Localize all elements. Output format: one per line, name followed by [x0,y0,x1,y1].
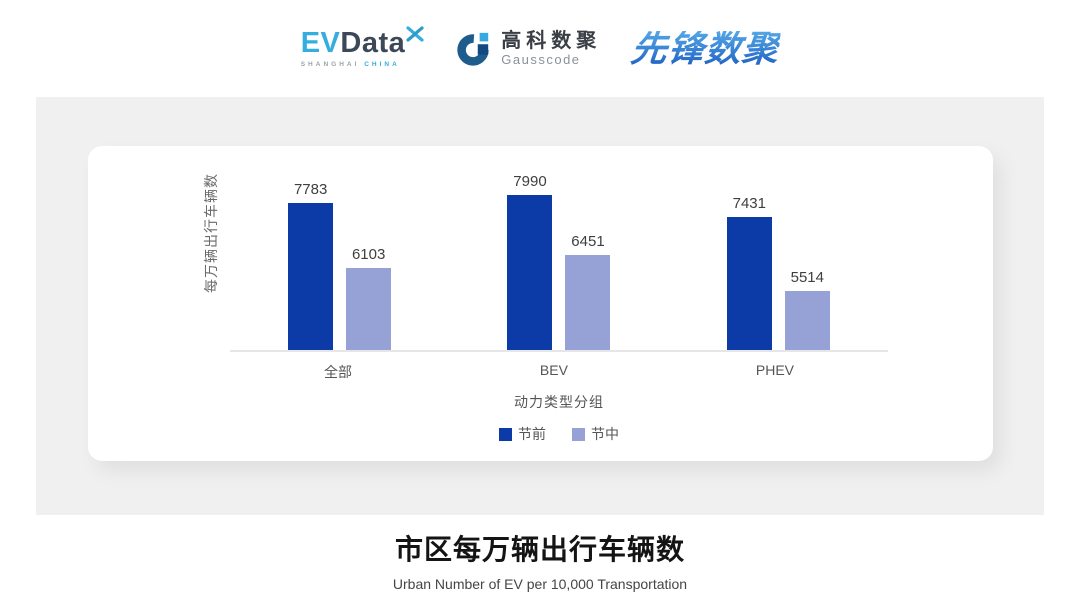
bar-value-label: 7783 [293,181,328,198]
header: EV Data SHANGHAI CHINA 高科数聚 Gausscode [0,0,1080,97]
evdata-ev-text: EV [300,27,341,59]
chart-subtitle: Urban Number of EV per 10,000 Transporta… [392,576,688,592]
chart-card: 每万辆出行车辆数 7783 6103 7990 6451 7431 5514 全部 BEV P… [88,146,993,461]
evdata-sub-china: CHINA [364,61,400,68]
bar-BEV-节前: 7990 [507,173,553,350]
bar-group-全部: 7783 6103 [288,181,392,350]
evdata-subtext: SHANGHAI CHINA [301,61,400,68]
footer: 市区每万辆出行车辆数 Urban Number of EV per 10,000… [0,528,1080,592]
legend-label: 节前 [518,426,546,442]
evdata-wordmark: EV Data [300,26,425,59]
pioneer-logo: 先锋数聚 [629,27,782,69]
category-label-PHEV: PHEV [755,362,795,378]
gausscode-en-text: Gausscode [501,51,581,67]
legend-item-节中: 节中 [572,424,619,444]
category-label-全部: 全部 [323,364,352,380]
bar-value-label: 7990 [513,173,547,190]
bar-全部-节中: 6103 [346,246,392,350]
gausscode-logo: 高科数聚 Gausscode [454,30,601,68]
evdata-sub-shanghai: SHANGHAI [300,61,360,68]
x-axis-categories: 全部 BEV PHEV [230,362,888,382]
legend-item-节前: 节前 [499,424,546,444]
chart-panel: 每万辆出行车辆数 7783 6103 7990 6451 7431 5514 全部 BEV P… [36,97,1044,515]
x-axis-label: 动力类型分组 [514,394,604,410]
bar-PHEV-节前: 7431 [726,195,772,350]
bar-value-label: 5514 [790,269,824,286]
evdata-x-icon [406,26,424,42]
legend-label: 节中 [591,426,619,442]
gausscode-text: 高科数聚 Gausscode [501,30,601,68]
category-label-BEV: BEV [539,362,568,378]
y-axis-label: 每万辆出行车辆数 [203,173,219,293]
bar-PHEV-节中: 5514 [784,269,830,350]
bar-BEV-节中: 6451 [565,233,611,350]
plot-area: 7783 6103 7990 6451 7431 5514 [230,173,888,352]
gausscode-cn-text: 高科数聚 [501,29,602,52]
bar-value-label: 7431 [732,195,766,212]
bar-group-PHEV: 7431 5514 [726,195,830,350]
bar-全部-节前: 7783 [288,181,334,350]
bar-value-label: 6451 [571,233,605,250]
bar-value-label: 6103 [351,246,386,263]
legend-swatch-icon [499,427,512,441]
evdata-logo: EV Data SHANGHAI CHINA [300,26,425,68]
legend-swatch-icon [572,427,585,441]
legend: 节前 节中 [230,424,888,444]
evdata-data-text: Data [340,27,406,59]
chart-title: 市区每万辆出行车辆数 [394,534,685,565]
bar-group-BEV: 7990 6451 [507,173,611,350]
gausscode-g-icon [457,32,489,66]
